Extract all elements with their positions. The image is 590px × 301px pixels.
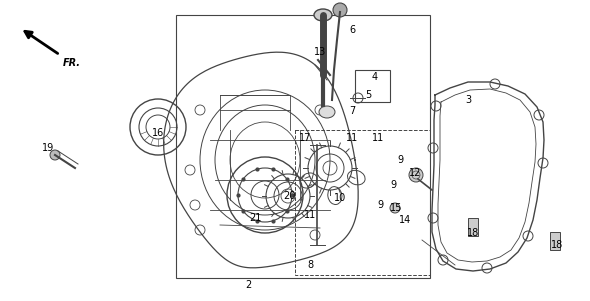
Text: 4: 4 [372,72,378,82]
Text: 19: 19 [42,143,54,153]
Text: 9: 9 [377,200,383,210]
Ellipse shape [50,150,60,160]
Text: 2: 2 [245,280,251,290]
Text: 17: 17 [299,133,311,143]
Text: 21: 21 [249,213,261,223]
Text: 9: 9 [390,180,396,190]
Ellipse shape [314,9,332,21]
Bar [550,232,560,250]
Text: 6: 6 [349,25,355,35]
Text: 13: 13 [314,47,326,57]
Bar [468,218,478,236]
Bar [176,15,430,278]
Ellipse shape [333,3,347,17]
Text: 3: 3 [465,95,471,105]
Text: 18: 18 [467,228,479,238]
Ellipse shape [409,168,423,182]
Text: 20: 20 [283,191,295,201]
Text: 10: 10 [334,193,346,203]
Text: 9: 9 [397,155,403,165]
Ellipse shape [390,203,400,213]
Ellipse shape [319,106,335,118]
Bar [295,130,430,275]
Text: 16: 16 [152,128,164,138]
Text: 11: 11 [346,133,358,143]
Text: 12: 12 [409,168,421,178]
Text: 14: 14 [399,215,411,225]
Bar [355,70,390,102]
Text: 8: 8 [307,260,313,270]
Text: 18: 18 [551,240,563,250]
Text: 11: 11 [304,210,316,220]
Text: FR.: FR. [63,58,81,68]
Text: 11: 11 [372,133,384,143]
Text: 5: 5 [365,90,371,100]
Text: 7: 7 [349,106,355,116]
Text: 15: 15 [390,203,402,213]
